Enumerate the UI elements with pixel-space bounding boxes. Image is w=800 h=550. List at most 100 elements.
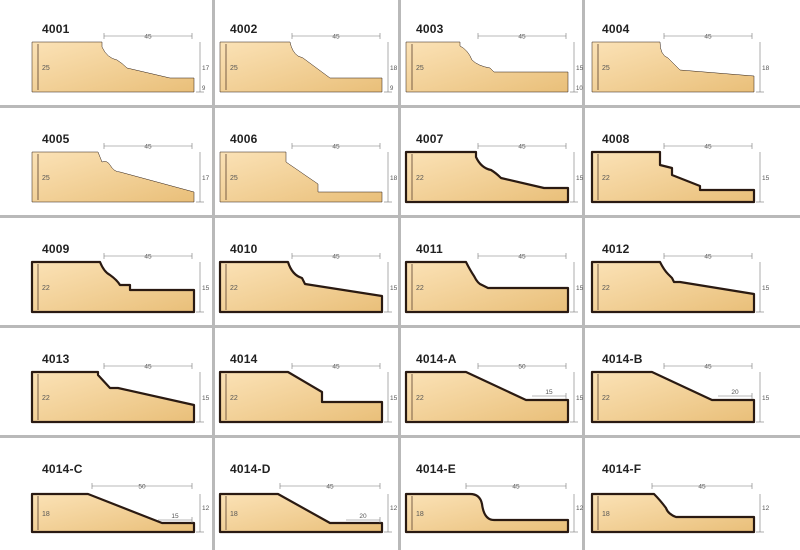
row-divider <box>0 325 800 328</box>
profile-cell-4014-e: 4014-E 18 45 12 <box>386 440 584 544</box>
profile-cell-4014-c: 4014-C 18 50 12 15 <box>12 440 210 544</box>
wood-profile-shape <box>219 41 383 93</box>
thickness-dimension: 12 <box>576 505 584 512</box>
profile-code: 4008 <box>602 132 630 146</box>
profile-drawing: 22 45 15 20 <box>590 363 770 424</box>
wood-profile-shape <box>590 260 756 314</box>
height-dimension: 22 <box>602 395 610 402</box>
wood-profile-shape <box>590 370 756 424</box>
edge-dimension: 10 <box>576 86 583 92</box>
profile-drawing: 25 45 18 9 <box>219 33 398 93</box>
thickness-dimension: 18 <box>390 175 398 182</box>
wood-profile-shape <box>404 150 570 204</box>
width-dimension: 45 <box>332 254 340 261</box>
wood-profile-shape <box>218 492 384 534</box>
profile-code: 4007 <box>416 132 444 146</box>
width-dimension: 45 <box>704 364 712 371</box>
profile-code: 4003 <box>416 22 444 36</box>
thickness-dimension: 15 <box>576 65 584 72</box>
profile-drawing: 18 45 12 <box>590 483 770 534</box>
wood-profile-shape <box>218 260 384 314</box>
width-dimension: 45 <box>144 34 152 41</box>
thickness-dimension: 18 <box>390 65 398 72</box>
width-dimension: 45 <box>704 34 712 41</box>
height-dimension: 25 <box>230 175 238 182</box>
profile-cell-4014-b: 4014-B 22 45 15 20 <box>572 330 770 434</box>
profile-code: 4002 <box>230 22 258 36</box>
height-dimension: 22 <box>230 395 238 402</box>
width-dimension: 50 <box>138 484 146 491</box>
width-dimension: 45 <box>144 364 152 371</box>
wood-profile-shape <box>31 151 195 203</box>
profile-drawing: 25 45 18 <box>219 143 398 203</box>
flat-dimension: 15 <box>171 513 179 520</box>
column-divider <box>398 0 401 550</box>
thickness-dimension: 12 <box>762 505 770 512</box>
profile-drawing: 22 45 15 <box>590 253 770 314</box>
wood-profile-shape <box>30 492 196 534</box>
width-dimension: 45 <box>332 364 340 371</box>
profile-cell-4014-a: 4014-A 22 50 15 15 <box>386 330 584 434</box>
thickness-dimension: 15 <box>762 285 770 292</box>
thickness-dimension: 15 <box>390 285 398 292</box>
thickness-dimension: 15 <box>390 395 398 402</box>
flat-dimension: 20 <box>359 513 367 520</box>
width-dimension: 45 <box>332 144 340 151</box>
height-dimension: 22 <box>602 175 610 182</box>
profile-drawing: 18 45 12 <box>404 483 584 534</box>
profile-drawing: 22 50 15 15 <box>404 363 584 424</box>
width-dimension: 45 <box>518 254 526 261</box>
wood-profile-shape <box>404 492 570 534</box>
wood-profile-shape <box>404 370 570 424</box>
profile-drawing: 18 50 12 15 <box>30 483 210 534</box>
profile-cell-4011: 4011 22 45 15 <box>386 220 584 324</box>
width-dimension: 45 <box>332 34 340 41</box>
profile-cell-4014-f: 4014-F 18 45 12 <box>572 440 770 544</box>
profile-drawing: 22 45 15 <box>218 253 398 314</box>
flat-dimension: 15 <box>545 389 553 396</box>
thickness-dimension: 18 <box>762 65 770 72</box>
profile-drawing: 22 45 15 <box>218 363 398 424</box>
profile-code: 4014-E <box>416 462 456 476</box>
width-dimension: 45 <box>144 254 152 261</box>
height-dimension: 22 <box>416 285 424 292</box>
profile-code: 4014-F <box>602 462 642 476</box>
thickness-dimension: 17 <box>202 65 210 72</box>
height-dimension: 22 <box>416 395 424 402</box>
profile-cell-4012: 4012 22 45 15 <box>572 220 770 324</box>
row-divider <box>0 105 800 108</box>
wood-profile-shape <box>30 370 196 424</box>
profile-cell-4006: 4006 25 45 18 <box>200 110 398 214</box>
height-dimension: 22 <box>42 395 50 402</box>
thickness-dimension: 15 <box>762 175 770 182</box>
profile-cell-4013: 4013 22 45 15 <box>12 330 210 434</box>
profile-cell-4005: 4005 25 45 17 <box>12 110 210 214</box>
profile-code: 4013 <box>42 352 70 366</box>
height-dimension: 18 <box>602 511 610 518</box>
wood-profile-shape <box>218 370 384 424</box>
height-dimension: 25 <box>416 65 424 72</box>
wood-profile-shape <box>30 260 196 314</box>
edge-dimension: 9 <box>202 86 206 92</box>
profile-cell-4001: 4001 25 45 17 9 <box>12 0 210 104</box>
thickness-dimension: 12 <box>390 505 398 512</box>
wood-profile-shape <box>590 150 756 204</box>
profile-code: 4012 <box>602 242 630 256</box>
thickness-dimension: 12 <box>202 505 210 512</box>
profile-drawing: 18 45 12 20 <box>218 483 398 534</box>
wood-profile-shape <box>591 41 755 93</box>
profile-code: 4014 <box>230 352 258 366</box>
profile-cell-4009: 4009 22 45 15 <box>12 220 210 324</box>
profile-code: 4006 <box>230 132 258 146</box>
profile-code: 4010 <box>230 242 258 256</box>
column-divider <box>582 0 585 550</box>
profile-code: 4014-C <box>42 462 83 476</box>
height-dimension: 25 <box>42 65 50 72</box>
profile-drawing: 22 45 15 <box>590 143 770 204</box>
profile-code: 4009 <box>42 242 70 256</box>
profile-code: 4004 <box>602 22 630 36</box>
profile-code: 4014-D <box>230 462 271 476</box>
profile-code: 4014-A <box>416 352 457 366</box>
thickness-dimension: 15 <box>576 285 584 292</box>
height-dimension: 22 <box>602 285 610 292</box>
